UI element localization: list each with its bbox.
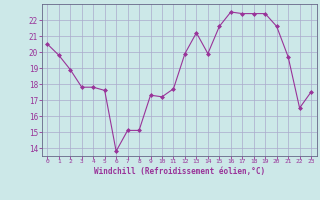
X-axis label: Windchill (Refroidissement éolien,°C): Windchill (Refroidissement éolien,°C)	[94, 167, 265, 176]
